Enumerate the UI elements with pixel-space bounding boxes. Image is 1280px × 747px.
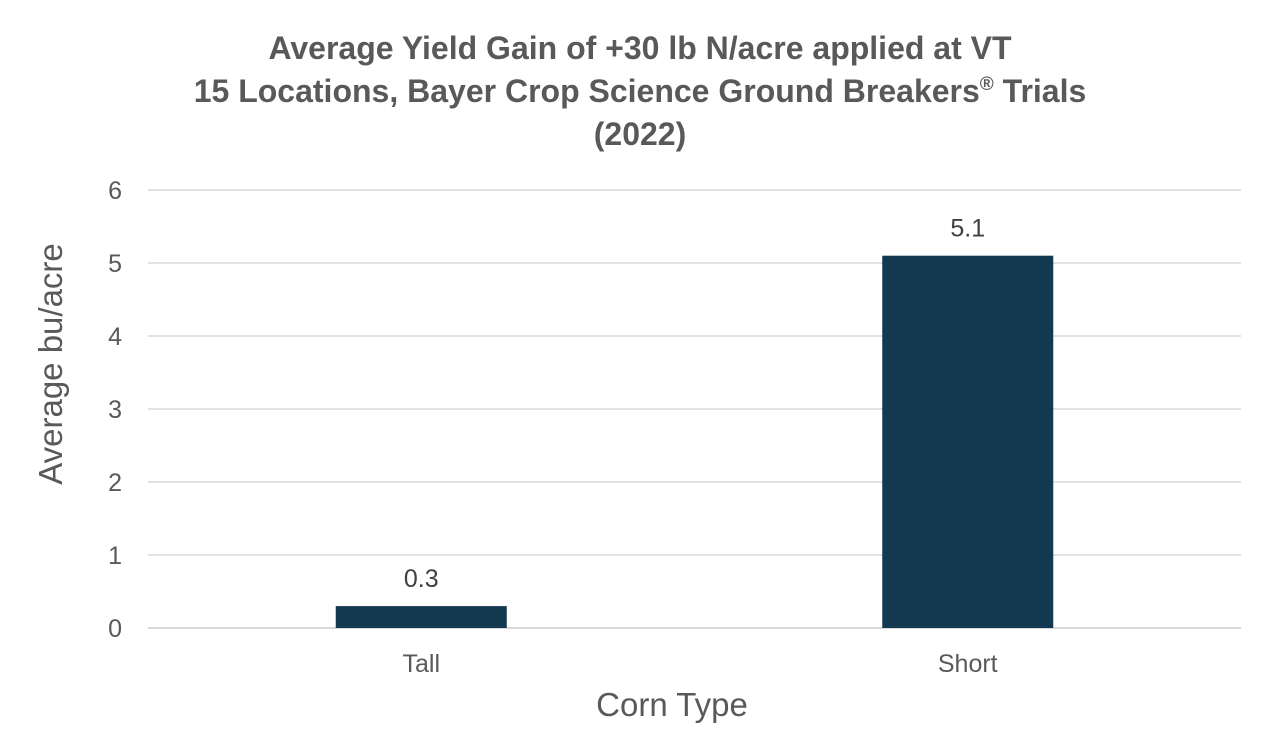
bar-short [882,255,1054,628]
chart-title-line-3: (2022) [594,116,687,152]
bar-tall [335,606,507,628]
y-tick-label: 3 [108,396,122,424]
y-tick-label: 1 [108,542,122,570]
y-tick-label: 4 [108,323,122,351]
chart-title-line-2-suffix: Trials [994,73,1087,109]
gridlines [148,189,1241,629]
registered-mark: ® [980,74,994,95]
x-tick-label-short: Short [938,650,998,678]
x-axis-title: Corn Type [596,686,748,723]
chart-title: Average Yield Gain of +30 lb N/acre appl… [194,30,1087,152]
chart-title-line-2-main: 15 Locations, Bayer Crop Science Ground … [194,73,980,109]
y-tick-label: 5 [108,250,122,278]
y-tick-label: 2 [108,469,122,497]
y-axis-title: Average bu/acre [32,243,69,485]
chart-title-line-2: 15 Locations, Bayer Crop Science Ground … [194,73,1087,109]
data-label-tall: 0.3 [404,565,439,593]
x-tick-label-tall: Tall [402,650,440,678]
y-tick-label: 0 [108,615,122,643]
bars [335,255,1054,628]
chart-title-line-1: Average Yield Gain of +30 lb N/acre appl… [268,30,1012,66]
data-labels: 0.3 5.1 [404,215,985,593]
data-label-short: 5.1 [950,215,985,243]
y-axis-tick-labels: 0 1 2 3 4 5 6 [108,177,122,643]
y-tick-label: 6 [108,177,122,205]
x-axis-tick-labels: Tall Short [402,650,997,678]
